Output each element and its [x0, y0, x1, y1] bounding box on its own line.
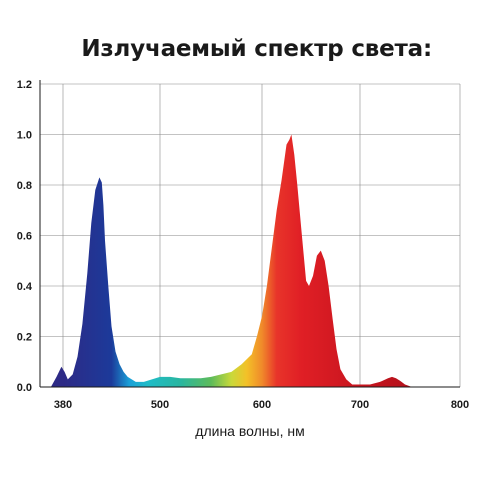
y-tick-label: 0.0 — [17, 382, 32, 394]
y-tick-label: 0.8 — [17, 180, 32, 192]
y-tick-label: 0.2 — [17, 332, 32, 344]
x-tick-label: 380 — [54, 399, 72, 411]
y-tick-labels: 0.0 0.2 0.4 0.6 0.8 1.0 1.2 — [17, 79, 33, 394]
x-tick-label: 500 — [151, 399, 169, 411]
x-tick-labels: 380 500 600 700 800 — [54, 399, 469, 411]
x-tick-label: 600 — [253, 399, 271, 411]
y-tick-label: 1.0 — [17, 130, 32, 142]
grid-lines — [40, 83, 461, 387]
spectrum-area — [50, 134, 421, 387]
axes — [39, 80, 460, 388]
y-tick-label: 1.2 — [17, 79, 32, 91]
x-axis-label: длина волны, нм — [195, 423, 304, 439]
chart-title: Излучаемый спектр света: — [81, 36, 432, 62]
x-tick-label: 700 — [351, 399, 369, 411]
y-tick-label: 0.6 — [17, 231, 32, 243]
x-tick-label: 800 — [451, 399, 469, 411]
y-tick-label: 0.4 — [17, 281, 33, 293]
